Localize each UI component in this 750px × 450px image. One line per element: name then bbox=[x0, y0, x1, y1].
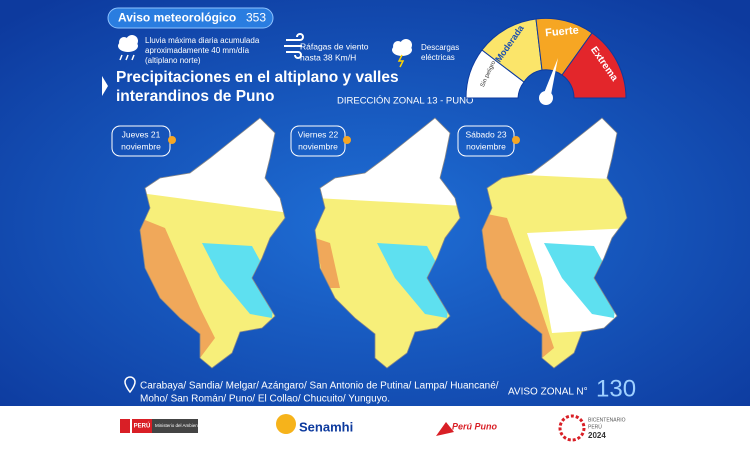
region: Perú Puno bbox=[452, 421, 498, 431]
puno-logo: Perú Puno bbox=[436, 421, 498, 436]
gauge: Sin peligro Moderada Fuerte Extrema bbox=[465, 17, 627, 105]
day-text: Sábado 23 bbox=[465, 129, 506, 139]
agency: Senamhi bbox=[299, 419, 353, 434]
title: Precipitaciones en el altiplano y valles bbox=[116, 69, 399, 86]
title-marker bbox=[102, 76, 108, 96]
bicentennial: BICENTENARIO bbox=[588, 417, 626, 423]
provinces: Carabaya/ Sandia/ Melgar/ Azángaro/ San … bbox=[140, 381, 499, 392]
day-label: Viernes 22 noviembre bbox=[290, 125, 351, 157]
provinces: Moho/ San Román/ Puno/ El Collao/ Chucui… bbox=[140, 394, 390, 405]
day-text: Jueves 21 bbox=[122, 129, 161, 139]
zone-number: 130 bbox=[596, 375, 636, 402]
footer-bar bbox=[0, 406, 750, 450]
day-text: noviembre bbox=[298, 141, 338, 151]
office: DIRECCIÓN ZONAL 13 - PUNO bbox=[337, 96, 473, 107]
day-text: noviembre bbox=[121, 141, 161, 151]
storm-text: eléctricas bbox=[421, 53, 455, 62]
ministry: Ministerio del Ambiente bbox=[155, 423, 202, 428]
day-text: noviembre bbox=[466, 141, 506, 151]
wind-icon bbox=[284, 33, 304, 59]
rain-text: Lluvia máxima diaria acumulada bbox=[145, 36, 260, 45]
notice-pill bbox=[107, 7, 274, 29]
bicentennial-logo: BICENTENARIO PERÚ 2024 bbox=[558, 414, 626, 442]
notice-number: 353 bbox=[246, 11, 266, 25]
zone-label: AVISO ZONAL N° bbox=[508, 387, 588, 398]
wind-text: hasta 38 Km/H bbox=[300, 52, 356, 62]
senamhi-logo: Senamhi bbox=[276, 414, 353, 434]
day-label: Sábado 23 noviembre bbox=[457, 125, 520, 157]
day-text: Viernes 22 bbox=[298, 129, 339, 139]
storm-icon bbox=[392, 39, 412, 68]
day-label: Jueves 21 noviembre bbox=[111, 125, 176, 157]
bicentennial: PERÚ bbox=[588, 423, 602, 430]
location-icon bbox=[124, 376, 136, 394]
rain-icon bbox=[118, 35, 138, 61]
wind-text: Ráfagas de viento bbox=[300, 41, 369, 51]
rain-text: (altiplano norte) bbox=[145, 56, 201, 65]
country: PERÚ bbox=[134, 423, 151, 430]
gauge-level: Fuerte bbox=[545, 24, 580, 39]
ministry-logo: PERÚ Ministerio del Ambiente bbox=[120, 419, 202, 433]
bicentennial: 2024 bbox=[588, 431, 606, 440]
rain-text: aproximadamente 40 mm/día bbox=[145, 46, 250, 55]
notice-label: Aviso meteorológico bbox=[118, 11, 236, 25]
storm-text: Descargas bbox=[421, 43, 459, 52]
title: interandinos de Puno bbox=[116, 88, 274, 105]
